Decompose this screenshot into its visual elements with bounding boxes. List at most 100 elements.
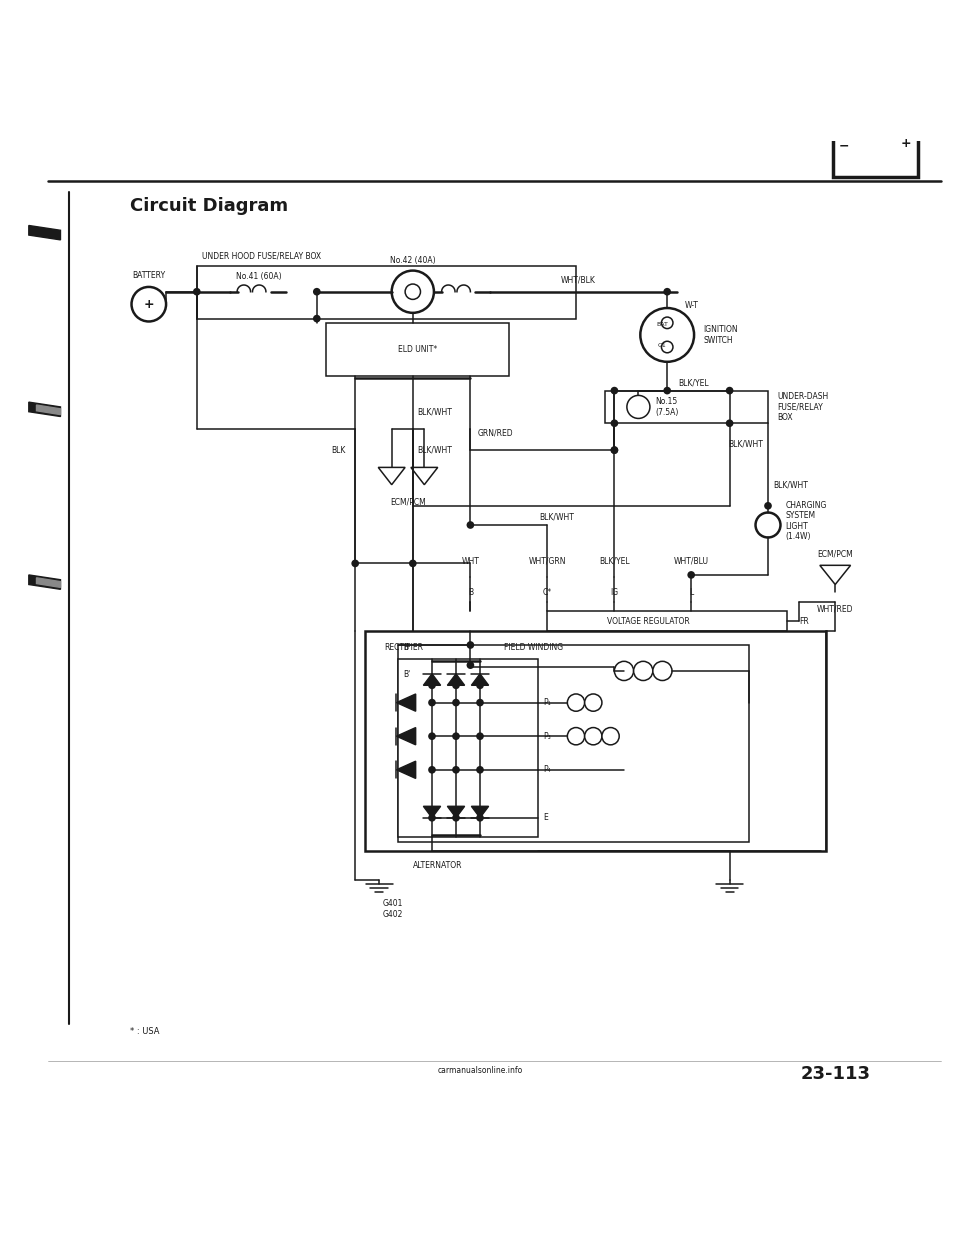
Text: GRN/RED: GRN/RED	[478, 428, 514, 437]
Circle shape	[428, 699, 436, 707]
Text: No.42 (40A): No.42 (40A)	[390, 256, 436, 265]
Polygon shape	[378, 467, 405, 484]
Text: RECTIFIER: RECTIFIER	[384, 643, 423, 652]
Text: ECM/PCM: ECM/PCM	[390, 498, 426, 507]
Text: (7.5A): (7.5A)	[656, 409, 679, 417]
Text: UNDER-DASH
FUSE/RELAY
BOX: UNDER-DASH FUSE/RELAY BOX	[778, 392, 828, 422]
Polygon shape	[471, 806, 489, 817]
Circle shape	[428, 814, 436, 822]
Text: G401
G402: G401 G402	[383, 899, 403, 919]
Polygon shape	[447, 674, 465, 686]
Text: BLK/WHT: BLK/WHT	[418, 407, 452, 416]
Circle shape	[476, 814, 484, 822]
Circle shape	[627, 395, 650, 419]
Text: P₁: P₁	[543, 698, 551, 707]
Circle shape	[392, 271, 434, 313]
Circle shape	[193, 288, 201, 296]
Circle shape	[452, 699, 460, 707]
Bar	[326, 323, 509, 376]
Bar	[547, 611, 787, 631]
Circle shape	[687, 571, 695, 579]
Bar	[837, 120, 852, 130]
Circle shape	[661, 317, 673, 329]
Polygon shape	[396, 761, 416, 779]
Circle shape	[602, 728, 619, 745]
Text: CHARGING
SYSTEM
LIGHT
(1.4W): CHARGING SYSTEM LIGHT (1.4W)	[785, 501, 827, 542]
Circle shape	[726, 386, 733, 395]
Bar	[398, 645, 749, 842]
Text: No.15: No.15	[656, 396, 678, 406]
Text: WHT/BLK: WHT/BLK	[561, 276, 596, 284]
Text: 23-113: 23-113	[801, 1066, 870, 1083]
Circle shape	[351, 560, 359, 568]
Text: C*: C*	[542, 587, 552, 596]
Text: P₃: P₃	[543, 732, 551, 740]
Text: +: +	[900, 138, 912, 150]
Circle shape	[663, 288, 671, 296]
Polygon shape	[820, 565, 851, 585]
Text: E: E	[543, 814, 548, 822]
Text: G1: G1	[658, 343, 667, 348]
Text: ECM/PCM: ECM/PCM	[817, 549, 853, 559]
Text: ELD UNIT*: ELD UNIT*	[398, 345, 437, 354]
Circle shape	[653, 661, 672, 681]
Text: BLK/YEL: BLK/YEL	[599, 556, 630, 566]
Text: WHT/RED: WHT/RED	[817, 605, 853, 614]
Text: BLK: BLK	[331, 446, 346, 455]
Circle shape	[452, 814, 460, 822]
Text: IG: IG	[611, 587, 618, 596]
Circle shape	[634, 661, 653, 681]
Text: Circuit Diagram: Circuit Diagram	[130, 197, 288, 215]
Circle shape	[611, 386, 618, 395]
Circle shape	[476, 699, 484, 707]
Circle shape	[663, 386, 671, 395]
Circle shape	[313, 314, 321, 323]
Text: B': B'	[403, 671, 411, 679]
Circle shape	[611, 446, 618, 455]
Polygon shape	[396, 728, 416, 745]
Text: FIELD WINDING: FIELD WINDING	[504, 643, 564, 652]
Polygon shape	[471, 674, 489, 686]
Text: W-T: W-T	[684, 301, 698, 309]
Text: ALTERNATOR: ALTERNATOR	[413, 861, 463, 871]
Polygon shape	[29, 575, 60, 589]
Bar	[398, 660, 538, 837]
Text: BATTERY: BATTERY	[132, 271, 165, 279]
Circle shape	[476, 682, 484, 689]
Circle shape	[467, 522, 474, 529]
Polygon shape	[29, 226, 60, 240]
Polygon shape	[29, 402, 60, 416]
Circle shape	[467, 661, 474, 669]
Circle shape	[614, 661, 634, 681]
Circle shape	[452, 682, 460, 689]
Text: WHT/GRN: WHT/GRN	[528, 556, 566, 566]
Circle shape	[640, 308, 694, 361]
Text: WHT: WHT	[462, 556, 479, 566]
Circle shape	[726, 420, 733, 427]
Circle shape	[585, 728, 602, 745]
Text: B: B	[403, 643, 408, 652]
Text: L: L	[689, 587, 693, 596]
Circle shape	[452, 766, 460, 774]
Circle shape	[611, 446, 618, 455]
Text: BLK/WHT: BLK/WHT	[418, 446, 452, 455]
Polygon shape	[423, 674, 441, 686]
Circle shape	[132, 287, 166, 322]
Bar	[833, 130, 918, 176]
Polygon shape	[36, 578, 60, 587]
Circle shape	[476, 766, 484, 774]
Text: carmanualsonline.info: carmanualsonline.info	[438, 1066, 522, 1074]
Bar	[605, 390, 768, 424]
Text: BLK/WHT: BLK/WHT	[773, 481, 807, 489]
Text: VOLTAGE REGULATOR: VOLTAGE REGULATOR	[607, 616, 689, 626]
Circle shape	[428, 682, 436, 689]
Polygon shape	[396, 694, 416, 712]
Circle shape	[585, 694, 602, 712]
Polygon shape	[447, 806, 465, 817]
Text: BAT: BAT	[657, 322, 668, 327]
Circle shape	[452, 733, 460, 740]
Circle shape	[476, 733, 484, 740]
Text: −: −	[839, 139, 849, 153]
Text: WHT/BLU: WHT/BLU	[674, 556, 708, 566]
Text: FR: FR	[800, 616, 809, 626]
